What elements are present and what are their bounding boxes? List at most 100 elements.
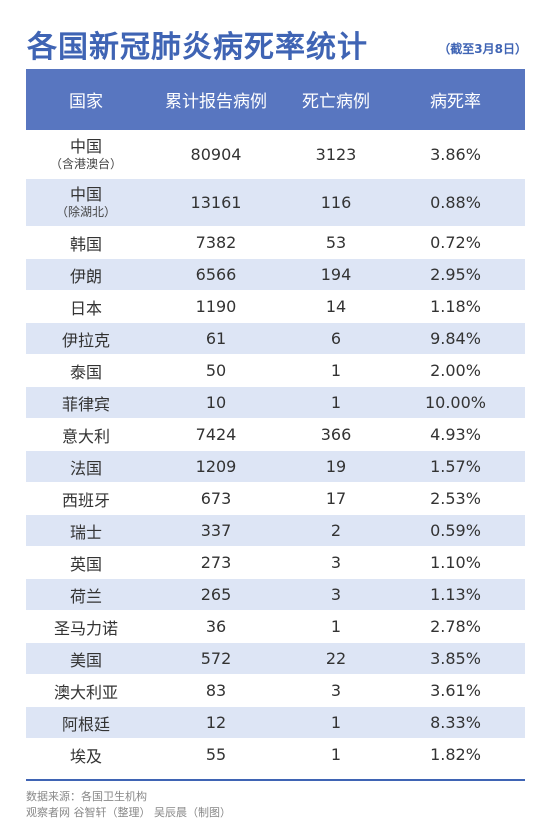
table-row: 伊拉克 61 6 9.84% [26, 322, 525, 354]
cases-cell: 13161 [190, 193, 242, 212]
cases-cell: 83 [205, 681, 227, 700]
table-row: 伊朗 6566 194 2.95% [26, 258, 525, 290]
cases-cell: 572 [200, 649, 232, 668]
deaths-cell: 1 [330, 393, 342, 412]
header-rate: 病死率 [430, 92, 481, 112]
table-row: 日本 1190 14 1.18% [26, 290, 525, 322]
deaths-cell: 3 [330, 681, 342, 700]
country-name: 阿根廷 [61, 714, 110, 734]
page-title: 各国新冠肺炎病死率统计 [27, 30, 368, 65]
cases-cell: 50 [205, 361, 227, 380]
cases-cell: 273 [200, 553, 232, 572]
rate-cell: 1.13% [430, 585, 481, 604]
country-name: 英国 [69, 554, 102, 574]
country-name: 韩国 [69, 234, 102, 254]
table-row: 英国 273 3 1.10% [26, 546, 525, 578]
rate-cell: 2.53% [430, 489, 481, 508]
rate-cell: 9.84% [430, 329, 481, 348]
country-name: 瑞士 [69, 522, 102, 542]
rate-cell: 0.88% [430, 193, 481, 212]
table-row: 瑞士 337 2 0.59% [26, 514, 525, 546]
deaths-cell: 22 [325, 649, 347, 668]
rate-cell: 2.95% [430, 265, 481, 284]
country-name: 中国 [69, 185, 102, 204]
table-row: 泰国 50 1 2.00% [26, 354, 525, 386]
country-name: 圣马力诺 [53, 618, 118, 638]
header-deaths: 死亡病例 [302, 92, 370, 112]
deaths-cell: 3 [330, 553, 342, 572]
deaths-cell: 1 [330, 745, 342, 764]
deaths-cell: 17 [325, 489, 347, 508]
title-bar: 各国新冠肺炎病死率统计 （截至3月8日） [27, 22, 527, 65]
cases-cell: 55 [205, 745, 227, 764]
cases-cell: 10 [205, 393, 227, 412]
country-cell: 中国 （含港澳台） [26, 137, 146, 172]
country-cell: 中国 （除湖北） [26, 185, 146, 220]
deaths-cell: 1 [330, 713, 342, 732]
table-row: 埃及 55 1 1.82% [26, 738, 525, 770]
rate-cell: 3.85% [430, 649, 481, 668]
bottom-divider [26, 779, 525, 781]
deaths-cell: 6 [330, 329, 342, 348]
deaths-cell: 116 [320, 193, 352, 212]
deaths-cell: 1 [330, 361, 342, 380]
footer: 数据来源：各国卫生机构 观察者网 谷智轩（整理） 吴辰晨（制图） [26, 789, 231, 821]
country-name: 中国 [69, 137, 102, 156]
header-cases: 累计报告病例 [165, 92, 267, 112]
country-name: 伊拉克 [61, 330, 110, 350]
rate-cell: 10.00% [424, 393, 486, 412]
date-note: （截至3月8日） [438, 42, 527, 56]
rate-cell: 3.86% [430, 145, 481, 164]
table-row: 意大利 7424 366 4.93% [26, 418, 525, 450]
table-row: 西班牙 673 17 2.53% [26, 482, 525, 514]
deaths-cell: 2 [330, 521, 342, 540]
table-row: 韩国 7382 53 0.72% [26, 226, 525, 258]
deaths-cell: 14 [325, 297, 347, 316]
country-name: 伊朗 [69, 266, 102, 286]
table-row: 圣马力诺 36 1 2.78% [26, 610, 525, 642]
header-country: 国家 [69, 92, 103, 112]
deaths-cell: 194 [320, 265, 352, 284]
table-row: 中国 （含港澳台） 80904 3123 3.86% [26, 130, 525, 178]
cases-cell: 1209 [195, 457, 237, 476]
table-row: 荷兰 265 3 1.13% [26, 578, 525, 610]
country-name: 埃及 [69, 746, 102, 766]
table-row: 中国 （除湖北） 13161 116 0.88% [26, 178, 525, 226]
country-name: 荷兰 [69, 586, 102, 606]
cases-cell: 6566 [195, 265, 237, 284]
deaths-cell: 3 [330, 585, 342, 604]
country-name: 西班牙 [61, 490, 110, 510]
cases-cell: 673 [200, 489, 232, 508]
rate-cell: 1.57% [430, 457, 481, 476]
cases-cell: 7424 [195, 425, 237, 444]
country-name: 日本 [69, 298, 102, 318]
cases-cell: 61 [205, 329, 227, 348]
deaths-cell: 53 [325, 233, 347, 252]
rate-cell: 8.33% [430, 713, 481, 732]
cases-cell: 1190 [195, 297, 237, 316]
table-row: 法国 1209 19 1.57% [26, 450, 525, 482]
rate-cell: 2.78% [430, 617, 481, 636]
country-note: （含港澳台） [49, 157, 122, 171]
table-row: 美国 572 22 3.85% [26, 642, 525, 674]
deaths-cell: 366 [320, 425, 352, 444]
deaths-cell: 19 [325, 457, 347, 476]
country-name: 法国 [69, 458, 102, 478]
cases-cell: 7382 [195, 233, 237, 252]
table-row: 澳大利亚 83 3 3.61% [26, 674, 525, 706]
country-name: 菲律宾 [61, 394, 110, 414]
country-name: 意大利 [61, 426, 110, 446]
table-header: 国家 累计报告病例 死亡病例 病死率 [26, 69, 525, 130]
rate-cell: 1.82% [430, 745, 481, 764]
table-row: 阿根廷 12 1 8.33% [26, 706, 525, 738]
country-name: 美国 [69, 650, 102, 670]
source-note: 数据来源：各国卫生机构 [26, 790, 147, 803]
rate-cell: 0.59% [430, 521, 481, 540]
credit-note: 观察者网 谷智轩（整理） 吴辰晨（制图） [26, 806, 231, 819]
cases-cell: 12 [205, 713, 227, 732]
cases-cell: 337 [200, 521, 232, 540]
country-name: 泰国 [69, 362, 102, 382]
country-note: （除湖北） [55, 205, 116, 219]
rate-cell: 0.72% [430, 233, 481, 252]
deaths-cell: 1 [330, 617, 342, 636]
